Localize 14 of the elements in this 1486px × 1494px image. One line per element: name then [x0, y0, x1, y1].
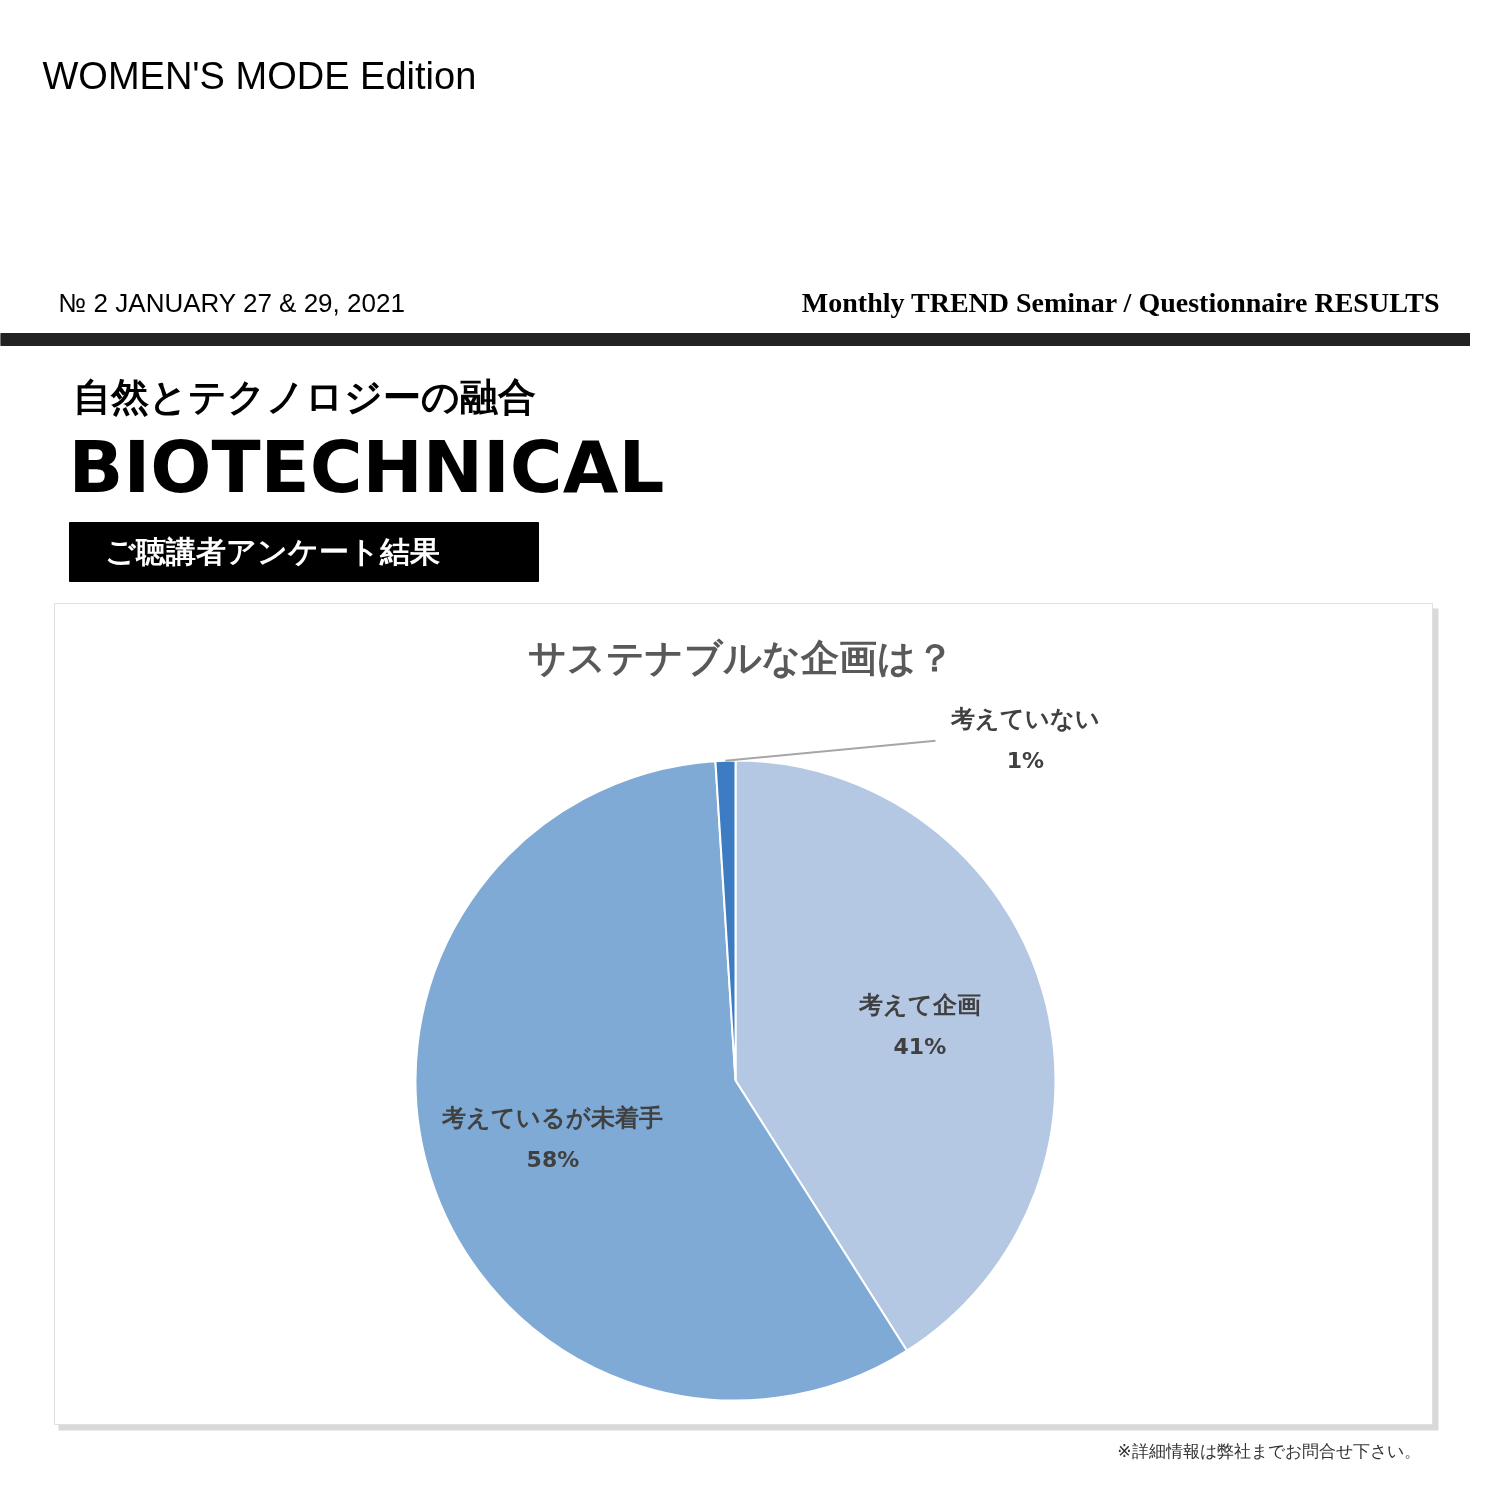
- data-label: 58%: [526, 1147, 580, 1173]
- slice-label: 考えているが未着手: [441, 1103, 664, 1132]
- data-label: 41%: [893, 1034, 947, 1060]
- data-label: 1%: [1006, 748, 1045, 774]
- text: ※詳細情報は弊社までお問合せ下さい。: [1117, 1440, 1421, 1461]
- text: № 2 JANUARY 27 & 29, 2021: [58, 287, 405, 318]
- text: ご聴講者アンケート結果: [104, 534, 440, 569]
- text: 自然とテクノロジーの融合: [72, 374, 536, 419]
- chart-title: サステナブルな企画は？: [527, 635, 954, 680]
- text: BIOTECHNICAL: [68, 424, 665, 509]
- text: WOMEN'S MODE Edition: [42, 54, 477, 97]
- text: Monthly TREND Seminar / Questionnaire RESULTS: [801, 287, 1440, 318]
- slice-label: 考えていない: [949, 704, 1100, 733]
- slice-label: 考えて企画: [857, 990, 981, 1019]
